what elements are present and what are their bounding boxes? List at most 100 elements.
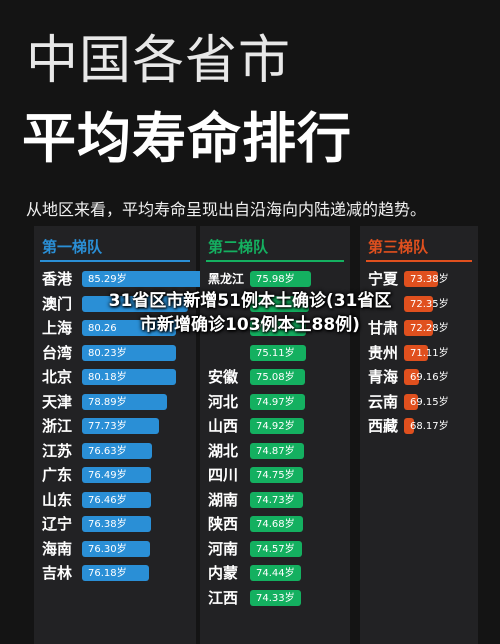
bar: 68.17岁 [404, 418, 449, 434]
value-label: 69.15岁 [410, 396, 449, 408]
province-label: 辽宁 [42, 515, 73, 533]
bar-row: 河南 74.57岁 [200, 540, 350, 565]
bar-row: 72.35岁 [360, 295, 478, 320]
value-label: 73.38岁 [410, 274, 449, 285]
bar-row: 浙江 77.73岁 [34, 417, 196, 442]
province-label: 湖南 [208, 490, 239, 509]
tier-title: 第一梯队 [42, 238, 103, 256]
bar: 76.46岁 [82, 491, 151, 508]
value-label: 76.18岁 [88, 568, 127, 579]
tier-underline [40, 260, 190, 262]
bar-row: 山东 76.46岁 [34, 491, 196, 516]
bar: 71.11岁 [404, 344, 449, 361]
bar-row: 西藏 68.17岁 [360, 417, 478, 442]
bar: 72.28岁 [404, 320, 449, 336]
bar: 77.73岁 [82, 418, 159, 434]
value-label: 78.89岁 [88, 396, 127, 408]
value-label: 80.18岁 [88, 372, 127, 383]
value-label: 74.44岁 [256, 568, 295, 579]
bar: 74.33岁 [250, 589, 301, 606]
bar: 75.2 [250, 320, 306, 336]
tier-title: 第二梯队 [208, 238, 269, 256]
tier-rows: 黑龙江 75.98岁 75.2 75.11岁安徽 75.08岁河北 74.97岁 山西 74.… [200, 270, 350, 613]
bar: 73.38岁 [404, 271, 449, 287]
province-label: 青海 [368, 368, 399, 386]
value-label: 74.57岁 [256, 543, 295, 555]
value-label: 76.38岁 [88, 519, 127, 530]
value-label: 71.11岁 [410, 347, 449, 359]
province-label: 山西 [208, 417, 239, 435]
tier-underline [206, 260, 344, 262]
bar-row: 上海 80.26 [34, 319, 196, 344]
bar-row: 香港 85.29岁 [34, 270, 209, 295]
value-label: 72.28岁 [410, 323, 449, 334]
bar-row [200, 295, 350, 320]
bar: 75.98岁 [250, 271, 311, 287]
value-label: 68.17岁 [410, 421, 449, 432]
bar-row: 山西 74.92岁 [200, 417, 350, 442]
bar: 69.15岁 [404, 393, 449, 410]
bar: 74.44岁 [250, 565, 301, 581]
bar: 80.26 [82, 320, 176, 336]
province-label: 甘肃 [368, 319, 399, 337]
bar-row: 湖南 74.73岁 [200, 491, 350, 516]
province-label: 江西 [208, 588, 239, 607]
province-label: 天津 [42, 392, 73, 411]
value-label: 75.98岁 [256, 274, 295, 285]
value-label: 76.46岁 [88, 494, 127, 506]
province-label: 浙江 [42, 417, 73, 435]
bar-row: 青海 69.16岁 [360, 368, 478, 393]
province-label: 台湾 [42, 343, 73, 362]
bar [250, 295, 309, 312]
bar: 76.18岁 [82, 565, 149, 581]
overlay-line-1: 31省区市新增51例本土确诊(31省区 [108, 291, 392, 311]
bar: 75.08岁 [250, 369, 305, 385]
value-label: 75.08岁 [256, 372, 295, 383]
bar-row: 贵州 71.11岁 [360, 344, 478, 369]
province-label: 江苏 [42, 441, 73, 460]
subtitle: 从地区来看，平均寿命呈现出自沿海向内陆递减的趋势。 [26, 200, 427, 219]
bar: 76.63岁 [82, 442, 152, 459]
bar-row: 江苏 76.63岁 [34, 442, 196, 467]
value-label: 74.75岁 [256, 470, 295, 481]
value-label: 76.63岁 [88, 445, 127, 457]
value-label: 74.92岁 [256, 421, 295, 432]
tier-rows: 宁夏 73.38岁 72.35岁 甘肃 72.28岁 贵州 71.11岁青海 69.16岁 云南… [360, 270, 478, 442]
bar-row: 四川 74.75岁 [200, 466, 350, 491]
bar-row: 天津 78.89岁 [34, 393, 196, 418]
page-title-main: 平均寿命排行 [22, 107, 352, 170]
bar: 74.75岁 [250, 467, 303, 483]
province-label: 宁夏 [368, 270, 399, 288]
province-label: 贵州 [368, 343, 399, 362]
overlay-line-2: 市新增确诊103例本土88例) [140, 315, 360, 335]
bar: 74.73岁 [250, 491, 303, 508]
province-label: 内蒙 [208, 564, 239, 582]
bar-row: 吉林 76.18岁 [34, 564, 196, 589]
province-label: 四川 [208, 466, 239, 484]
bar-row: 澳门 [34, 295, 196, 320]
bar-row: 黑龙江 75.98岁 [200, 270, 350, 295]
bar-row: 辽宁 76.38岁 [34, 515, 196, 540]
tier-panel-1: 第一梯队 香港 85.29岁 澳门 上海 80.26 台湾 80.23岁北京 80.18岁天津… [34, 226, 209, 644]
bar: 80.23岁 [82, 344, 176, 361]
bar [82, 295, 188, 312]
value-label: 80.23岁 [88, 347, 127, 359]
value-label: 75.2 [256, 323, 279, 334]
province-label: 北京 [42, 368, 73, 386]
value-label: 72.35岁 [410, 298, 449, 310]
province-label: 云南 [368, 392, 399, 411]
province-label: 黑龙江 [208, 272, 245, 286]
bar: 74.68岁 [250, 516, 303, 532]
value-label: 75.11岁 [256, 347, 295, 359]
province-label: 上海 [42, 319, 73, 337]
province-label: 安徽 [208, 368, 239, 386]
province-label: 河南 [208, 539, 239, 558]
province-label: 广东 [42, 466, 73, 484]
bar-row: 陕西 74.68岁 [200, 515, 350, 540]
tier-rows: 香港 85.29岁 澳门 上海 80.26 台湾 80.23岁北京 80.18岁天津 78.89… [34, 270, 209, 589]
bar-row: 湖北 74.87岁 [200, 442, 350, 467]
province-label: 湖北 [208, 441, 239, 460]
bar: 78.89岁 [82, 393, 167, 410]
bar-row: 河北 74.97岁 [200, 393, 350, 418]
tier-panel-2: 第二梯队 黑龙江 75.98岁 75.2 75.11岁安徽 75.08岁河北 74.97岁… [200, 226, 350, 644]
